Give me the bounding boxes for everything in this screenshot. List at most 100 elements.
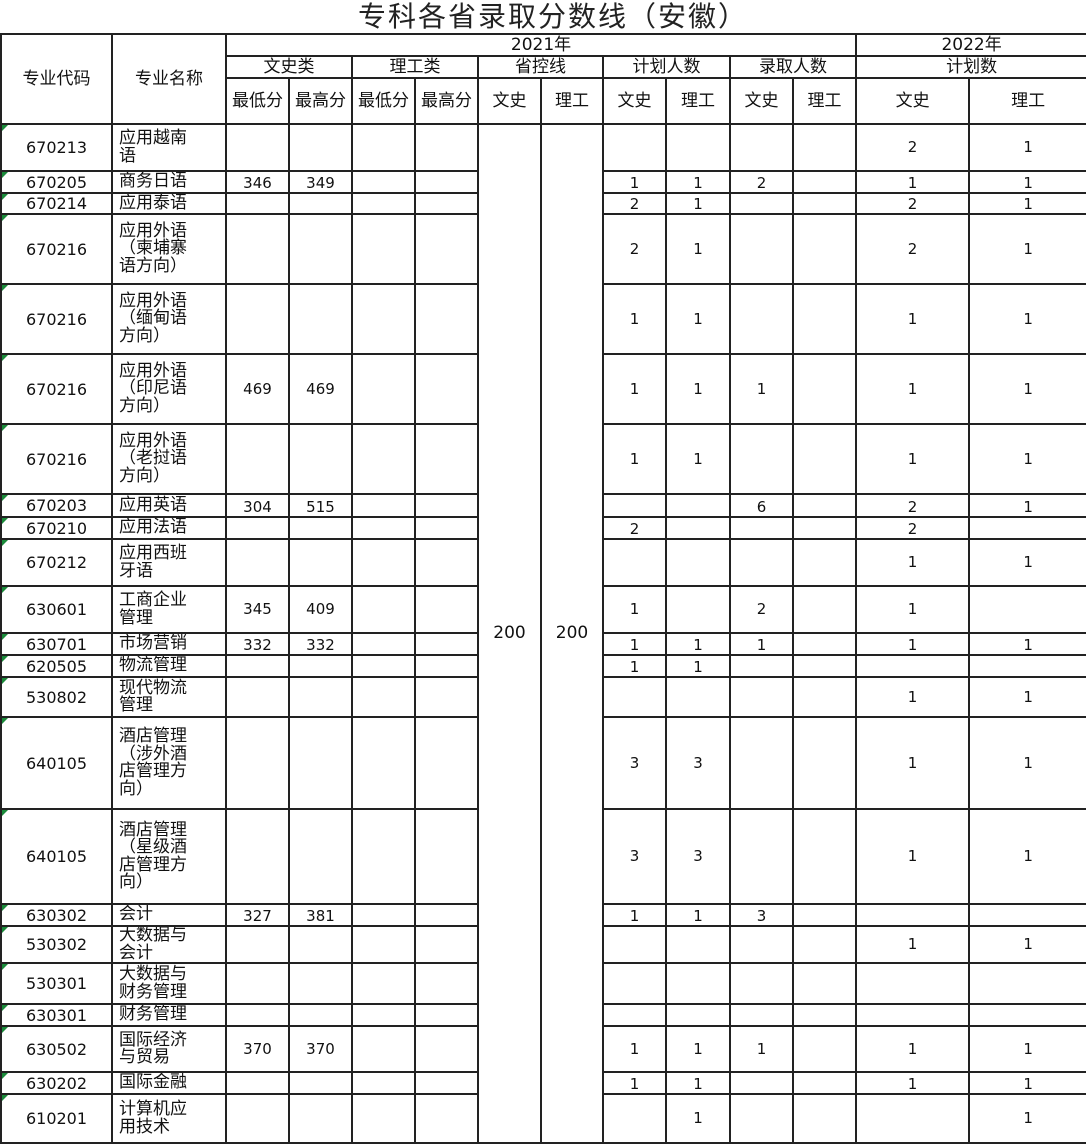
cell-wenshi-min: 332 xyxy=(225,632,290,656)
cell-ligong-max xyxy=(414,123,479,172)
cell-admit-ligong xyxy=(791,123,858,172)
cell-name-text: 应用越南语 xyxy=(119,128,187,166)
cell-code: 530802 xyxy=(0,676,113,718)
cell-admit-wenshi: 1 xyxy=(729,353,794,425)
cell-ligong-max xyxy=(414,1093,479,1144)
cell-name-text: 现代物流管理 xyxy=(119,677,187,715)
cell-plan2022-ligong xyxy=(968,1003,1086,1027)
cell-plan-wenshi: 1 xyxy=(602,632,667,656)
cell-ligong-max xyxy=(414,1025,479,1073)
cell-admit-ligong xyxy=(791,1003,858,1027)
cell-ligong-min xyxy=(351,632,416,656)
cell-code: 530302 xyxy=(0,925,113,964)
cell-plan2022-ligong xyxy=(968,654,1086,678)
cell-ligong-max xyxy=(414,170,479,194)
cell-plan2022-wenshi: 2 xyxy=(855,493,971,518)
header-control-ligong: 理工 xyxy=(540,77,604,125)
cell-plan2022-wenshi xyxy=(855,1003,971,1027)
cell-plan2022-wenshi: 1 xyxy=(855,283,971,355)
header-ligong-class: 理工类 xyxy=(351,55,479,79)
header-code: 专业代码 xyxy=(0,33,113,125)
cell-wenshi-min xyxy=(225,1003,290,1027)
cell-ligong-min xyxy=(351,903,416,927)
cell-plan2022-ligong: 1 xyxy=(968,1071,1086,1095)
cell-ligong-max xyxy=(414,1003,479,1027)
cell-admit-wenshi: 3 xyxy=(729,903,794,927)
cell-name: 应用西班牙语 xyxy=(111,538,227,587)
cell-admit-ligong xyxy=(791,925,858,964)
cell-ligong-max xyxy=(414,808,479,905)
cell-code: 670214 xyxy=(0,192,113,215)
cell-admit-wenshi: 6 xyxy=(729,493,794,518)
cell-ligong-min xyxy=(351,808,416,905)
cell-name: 市场营销 xyxy=(111,632,227,656)
cell-admit-wenshi: 2 xyxy=(729,585,794,634)
cell-wenshi-min: 327 xyxy=(225,903,290,927)
cell-wenshi-min xyxy=(225,213,290,285)
cell-plan-ligong: 3 xyxy=(665,716,731,810)
cell-plan2022-wenshi: 1 xyxy=(855,538,971,587)
cell-plan2022-wenshi: 1 xyxy=(855,925,971,964)
cell-code: 530301 xyxy=(0,962,113,1005)
cell-code: 670205 xyxy=(0,170,113,194)
header-ligong-min: 最低分 xyxy=(351,77,416,125)
cell-plan2022-ligong: 1 xyxy=(968,213,1086,285)
cell-wenshi-max xyxy=(288,925,353,964)
cell-name: 应用外语（缅甸语方向） xyxy=(111,283,227,355)
cell-ligong-min xyxy=(351,716,416,810)
cell-ligong-max xyxy=(414,676,479,718)
cell-ligong-min xyxy=(351,283,416,355)
cell-wenshi-max xyxy=(288,423,353,495)
cell-admit-ligong xyxy=(791,1071,858,1095)
cell-plan-ligong: 3 xyxy=(665,808,731,905)
cell-wenshi-min xyxy=(225,716,290,810)
cell-code: 670210 xyxy=(0,516,113,540)
cell-ligong-max xyxy=(414,516,479,540)
cell-ligong-min xyxy=(351,170,416,194)
cell-ligong-min xyxy=(351,925,416,964)
cell-plan-wenshi: 2 xyxy=(602,213,667,285)
cell-plan-wenshi: 3 xyxy=(602,808,667,905)
table-row: 640105 酒店管理（星级酒店管理方向） 3 3 1 1 xyxy=(0,808,1086,905)
cell-name-text: 商务日语 xyxy=(119,171,187,192)
cell-plan-ligong xyxy=(665,538,731,587)
cell-wenshi-min: 304 xyxy=(225,493,290,518)
cell-admit-wenshi xyxy=(729,423,794,495)
cell-ligong-min xyxy=(351,493,416,518)
cell-plan2022-wenshi: 1 xyxy=(855,353,971,425)
cell-wenshi-max: 409 xyxy=(288,585,353,634)
cell-wenshi-min xyxy=(225,1093,290,1144)
cell-ligong-min xyxy=(351,353,416,425)
cell-name-text: 应用外语（柬埔寨语方向） xyxy=(119,220,187,276)
cell-ligong-min xyxy=(351,1025,416,1073)
cell-plan-ligong xyxy=(665,1003,731,1027)
header-2022-wenshi: 文史 xyxy=(855,77,971,125)
table-row: 530802 现代物流管理 1 1 xyxy=(0,676,1086,718)
cell-plan-wenshi: 1 xyxy=(602,283,667,355)
header-control-wenshi: 文史 xyxy=(477,77,542,125)
cell-name: 应用外语（柬埔寨语方向） xyxy=(111,213,227,285)
table-row: 630701 市场营销 332 332 1 1 1 1 1 xyxy=(0,632,1086,656)
cell-name: 应用外语（印尼语方向） xyxy=(111,353,227,425)
cell-plan-wenshi xyxy=(602,123,667,172)
cell-admit-wenshi xyxy=(729,676,794,718)
cell-admit-ligong xyxy=(791,676,858,718)
cell-name-text: 财务管理 xyxy=(119,1004,187,1025)
cell-code: 670216 xyxy=(0,423,113,495)
cell-wenshi-min xyxy=(225,123,290,172)
cell-plan-wenshi xyxy=(602,676,667,718)
cell-ligong-min xyxy=(351,538,416,587)
cell-admit-ligong xyxy=(791,632,858,656)
cell-plan2022-ligong: 1 xyxy=(968,283,1086,355)
cell-plan-wenshi: 1 xyxy=(602,170,667,194)
cell-admit-wenshi xyxy=(729,283,794,355)
cell-admit-ligong xyxy=(791,283,858,355)
cell-name-text: 计算机应用技术 xyxy=(119,1099,187,1137)
cell-plan-wenshi xyxy=(602,1003,667,1027)
cell-plan-ligong: 1 xyxy=(665,353,731,425)
cell-plan2022-wenshi: 2 xyxy=(855,123,971,172)
header-2021: 2021年 xyxy=(224,33,858,57)
header-wenshi-max: 最高分 xyxy=(288,77,353,125)
header-2022: 2022年 xyxy=(855,33,1086,57)
cell-ligong-max xyxy=(414,716,479,810)
